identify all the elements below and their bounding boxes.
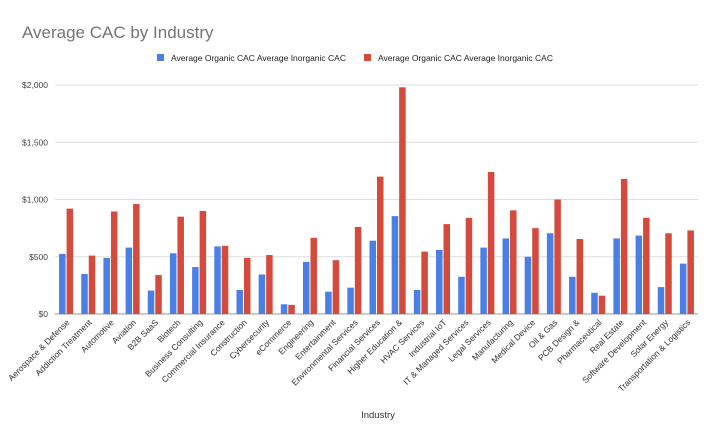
bar-organic bbox=[591, 292, 598, 314]
bar-inorganic bbox=[221, 245, 229, 314]
y-tick-label: $1,000 bbox=[22, 195, 48, 205]
bar-organic bbox=[81, 273, 88, 314]
bar-organic bbox=[569, 276, 576, 314]
bar-organic bbox=[280, 304, 288, 314]
legend-swatch-0 bbox=[157, 54, 164, 61]
bar-organic bbox=[635, 235, 643, 314]
y-tick-label: $1,500 bbox=[22, 137, 48, 147]
bar-inorganic bbox=[266, 255, 273, 314]
bar-inorganic bbox=[288, 304, 295, 314]
bar-organic bbox=[546, 233, 554, 314]
bar-organic bbox=[458, 276, 465, 314]
bar-organic bbox=[347, 287, 354, 314]
bar-organic bbox=[103, 257, 110, 314]
bar-organic bbox=[302, 261, 310, 314]
bar-organic bbox=[369, 240, 376, 314]
bar-organic bbox=[325, 291, 332, 314]
bar-organic bbox=[125, 247, 133, 314]
bar-inorganic bbox=[243, 257, 251, 314]
bar-organic bbox=[436, 249, 443, 314]
bar-organic bbox=[147, 290, 155, 314]
bar-organic bbox=[169, 253, 177, 314]
bar-organic bbox=[657, 287, 665, 314]
bar-inorganic bbox=[354, 226, 362, 314]
bar-organic bbox=[236, 289, 243, 314]
bar-inorganic bbox=[643, 217, 650, 314]
bar-organic bbox=[524, 256, 532, 314]
bar-inorganic bbox=[88, 255, 96, 314]
bar-inorganic bbox=[532, 228, 539, 314]
bar-inorganic bbox=[199, 210, 207, 314]
bar-organic bbox=[258, 274, 266, 314]
bar-inorganic bbox=[687, 230, 694, 314]
legend-swatch-1 bbox=[363, 54, 371, 61]
bar-inorganic bbox=[620, 178, 628, 314]
bar-inorganic bbox=[487, 172, 495, 314]
bar-inorganic bbox=[66, 208, 74, 314]
bar-organic bbox=[214, 246, 221, 314]
bar-inorganic bbox=[399, 87, 406, 314]
bar-organic bbox=[391, 216, 399, 314]
y-tick-label: $0 bbox=[39, 309, 49, 319]
bar-inorganic bbox=[310, 237, 317, 314]
y-tick-label: $2,000 bbox=[22, 80, 48, 90]
bar-inorganic bbox=[465, 217, 473, 314]
legend: Average Organic CAC Average Inorganic CA… bbox=[157, 53, 553, 63]
bar-inorganic bbox=[377, 176, 384, 314]
bar-inorganic bbox=[177, 216, 184, 314]
x-axis-title: Industry bbox=[361, 410, 395, 421]
bar-inorganic bbox=[332, 260, 340, 314]
bar-inorganic bbox=[598, 295, 606, 314]
bar-organic bbox=[613, 238, 620, 314]
bar-inorganic bbox=[554, 199, 561, 314]
bar-inorganic bbox=[576, 239, 584, 314]
bar-inorganic bbox=[110, 211, 118, 314]
bar-inorganic bbox=[155, 275, 162, 314]
bar-inorganic bbox=[421, 251, 428, 314]
bar-inorganic bbox=[443, 224, 451, 314]
bar-organic bbox=[679, 263, 687, 314]
gridlines: $0 $500 $1,000 $1,500 $2,000 bbox=[22, 80, 698, 319]
y-tick-label: $500 bbox=[29, 252, 48, 262]
chart-title: Average CAC by Industry bbox=[22, 23, 214, 42]
bar-organic bbox=[502, 238, 510, 314]
bars bbox=[59, 87, 694, 314]
bar-inorganic bbox=[510, 210, 517, 314]
bar-organic bbox=[192, 267, 199, 314]
bar-organic bbox=[413, 289, 421, 314]
bar-organic bbox=[59, 253, 66, 314]
bar-inorganic bbox=[133, 204, 140, 314]
bar-inorganic bbox=[665, 233, 672, 314]
bar-organic bbox=[480, 247, 487, 314]
legend-label: Average Organic CAC Average Inorganic CA… bbox=[171, 53, 346, 63]
legend-label: Average Organic CAC Average Inorganic CA… bbox=[378, 53, 553, 63]
